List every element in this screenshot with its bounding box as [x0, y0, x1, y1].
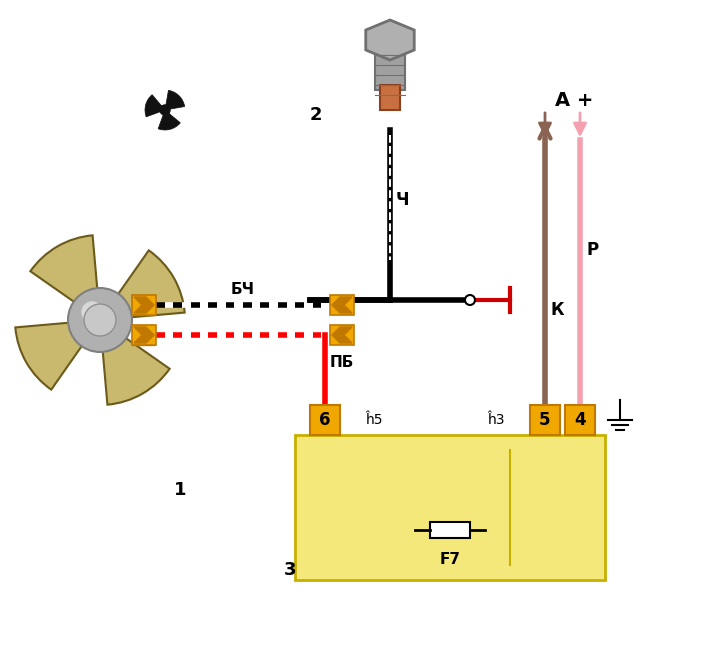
Text: 6: 6: [319, 411, 331, 429]
Wedge shape: [30, 235, 100, 320]
Circle shape: [160, 105, 170, 115]
Wedge shape: [165, 90, 185, 110]
Circle shape: [82, 302, 102, 322]
Wedge shape: [158, 110, 180, 130]
Wedge shape: [100, 250, 185, 320]
Bar: [330, 295, 354, 315]
Bar: [430, 522, 470, 538]
Text: БЧ: БЧ: [231, 282, 255, 297]
Bar: [375, 40, 405, 90]
Text: А +: А +: [555, 90, 594, 109]
Text: Ч: Ч: [396, 191, 410, 209]
Bar: [310, 405, 340, 435]
Text: F7: F7: [440, 552, 460, 567]
Bar: [380, 85, 400, 110]
Polygon shape: [366, 20, 415, 60]
Text: 5: 5: [539, 411, 551, 429]
Bar: [132, 325, 156, 345]
Text: ĥ3: ĥ3: [488, 413, 505, 427]
Text: ПБ: ПБ: [330, 355, 354, 370]
Polygon shape: [134, 297, 154, 313]
Bar: [330, 325, 354, 345]
Text: 1: 1: [174, 481, 186, 499]
Polygon shape: [134, 327, 154, 343]
Bar: [530, 405, 560, 435]
Text: 2: 2: [310, 106, 322, 124]
Wedge shape: [145, 95, 165, 117]
Circle shape: [68, 288, 132, 352]
Wedge shape: [100, 320, 170, 405]
Text: 4: 4: [574, 411, 586, 429]
Text: ĥ5: ĥ5: [365, 413, 382, 427]
Circle shape: [84, 304, 116, 336]
Polygon shape: [332, 327, 352, 343]
Circle shape: [465, 295, 475, 305]
Bar: [132, 325, 154, 345]
Bar: [565, 405, 595, 435]
Text: К: К: [551, 301, 565, 319]
Bar: [295, 435, 605, 580]
Bar: [132, 295, 154, 315]
Polygon shape: [332, 297, 352, 313]
Bar: [132, 295, 156, 315]
Text: Р: Р: [586, 241, 598, 259]
Wedge shape: [15, 320, 100, 389]
Text: 3: 3: [284, 561, 296, 579]
